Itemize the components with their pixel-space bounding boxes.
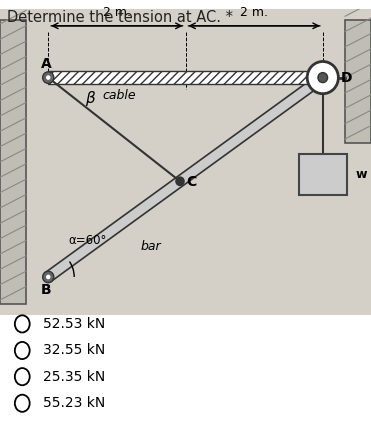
Circle shape: [43, 271, 54, 283]
Text: D: D: [341, 71, 352, 85]
Polygon shape: [0, 20, 26, 304]
Text: α=60°: α=60°: [69, 234, 107, 248]
Text: cable: cable: [102, 89, 136, 102]
Circle shape: [46, 275, 50, 279]
Polygon shape: [48, 71, 323, 85]
Circle shape: [318, 73, 328, 82]
Text: bar: bar: [140, 240, 161, 253]
Circle shape: [307, 61, 338, 94]
Text: 2 m.: 2 m.: [240, 6, 268, 19]
Polygon shape: [0, 9, 371, 315]
FancyBboxPatch shape: [299, 154, 347, 194]
Polygon shape: [345, 20, 371, 143]
Circle shape: [43, 72, 54, 83]
Text: B: B: [41, 283, 52, 297]
Text: A: A: [41, 57, 52, 71]
Circle shape: [176, 177, 184, 185]
Text: 25.35 kN: 25.35 kN: [43, 370, 105, 384]
Text: 32.55 kN: 32.55 kN: [43, 344, 105, 357]
Text: 55.23 kN: 55.23 kN: [43, 396, 105, 410]
Text: 2 m.: 2 m.: [103, 6, 131, 19]
Text: β: β: [85, 91, 95, 106]
Text: Determine the tension at AC. *: Determine the tension at AC. *: [7, 10, 233, 25]
Text: 52.53 kN: 52.53 kN: [43, 317, 105, 331]
Text: C: C: [187, 175, 197, 189]
Circle shape: [46, 76, 50, 80]
Polygon shape: [45, 73, 326, 281]
Text: w =30 kN: w =30 kN: [356, 168, 371, 181]
